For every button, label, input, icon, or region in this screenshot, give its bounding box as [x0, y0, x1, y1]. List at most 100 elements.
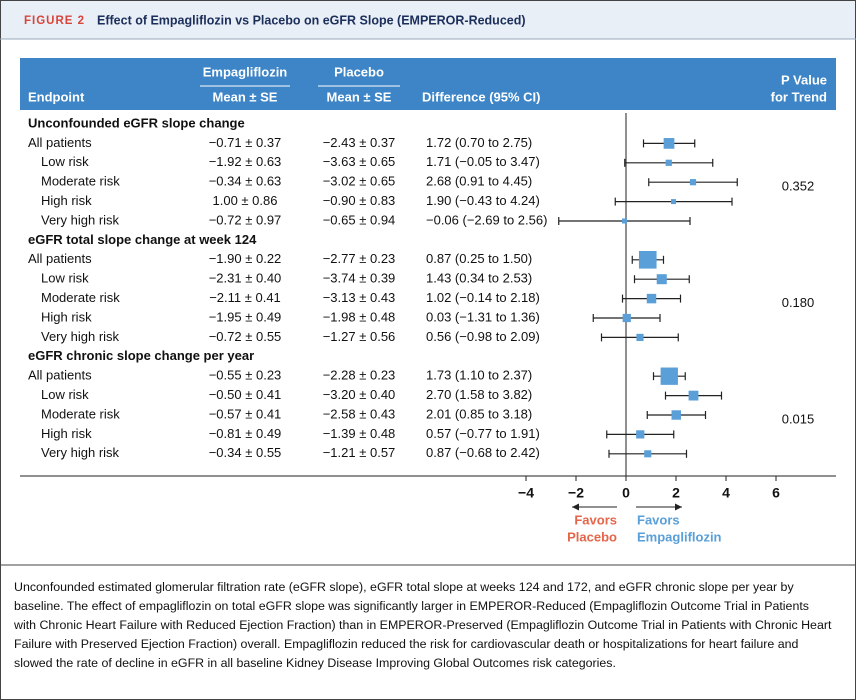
placebo-cell: −0.90 ± 0.83 [323, 193, 396, 208]
empagliflozin-cell: −0.55 ± 0.23 [209, 368, 282, 383]
difference-cell: 2.70 (1.58 to 3.82) [426, 387, 532, 402]
row-label: Very high risk [41, 329, 120, 344]
estimate-box [622, 218, 627, 224]
chart: FIGURE 2 Effect of Empagliflozin vs Plac… [0, 1, 856, 566]
x-tick-label: −4 [518, 485, 534, 501]
difference-cell: 1.71 (−0.05 to 3.47) [426, 154, 540, 169]
estimate-box [622, 313, 631, 323]
difference-cell: 1.73 (1.10 to 2.37) [426, 368, 532, 383]
empagliflozin-cell: −1.95 ± 0.49 [209, 309, 282, 324]
difference-cell: 2.68 (0.91 to 4.45) [426, 174, 532, 189]
row-label: High risk [41, 309, 92, 324]
difference-cell: 0.03 (−1.31 to 1.36) [426, 309, 540, 324]
row-label: Moderate risk [41, 290, 120, 305]
estimate-box [671, 199, 676, 205]
difference-cell: 1.72 (0.70 to 2.75) [426, 135, 532, 150]
difference-cell: 1.43 (0.34 to 2.53) [426, 271, 532, 286]
difference-cell: −0.06 (−2.69 to 2.56) [426, 212, 547, 227]
p-value: 0.015 [782, 411, 815, 426]
difference-cell: 0.87 (−0.68 to 2.42) [426, 445, 540, 460]
arrowhead-right [675, 503, 682, 511]
empagliflozin-cell: −0.72 ± 0.55 [209, 329, 282, 344]
estimate-box [656, 274, 667, 285]
empagliflozin-cell: −1.90 ± 0.22 [209, 251, 282, 266]
favors-right: Empagliflozin [637, 529, 722, 544]
caption: Unconfounded estimated glomerular filtra… [14, 580, 832, 670]
row-label: Very high risk [41, 212, 120, 227]
estimate-box [688, 390, 699, 401]
empagliflozin-cell: −0.71 ± 0.37 [209, 135, 282, 150]
empagliflozin-cell: −0.50 ± 0.41 [209, 387, 282, 402]
estimate-box [665, 159, 672, 166]
empagliflozin-cell: −0.81 ± 0.49 [209, 426, 282, 441]
empagliflozin-cell: −0.72 ± 0.97 [209, 212, 282, 227]
header-empagliflozin: Empagliflozin [203, 64, 288, 79]
row-label: High risk [41, 193, 92, 208]
estimate-box [636, 333, 644, 341]
p-value: 0.352 [782, 179, 815, 194]
difference-cell: 1.02 (−0.14 to 2.18) [426, 290, 540, 305]
row-label: Moderate risk [41, 174, 120, 189]
placebo-cell: −3.74 ± 0.39 [323, 271, 396, 286]
x-tick-label: 6 [772, 485, 780, 501]
row-label: Low risk [41, 271, 89, 286]
header-p-value-sub: for Trend [771, 89, 827, 104]
figure-title: Effect of Empagliflozin vs Placebo on eG… [97, 13, 526, 27]
estimate-box [663, 138, 675, 149]
row-label: All patients [28, 251, 92, 266]
header-difference: Difference (95% CI) [422, 89, 540, 104]
arrowhead-left [572, 503, 579, 511]
x-tick-label: 0 [622, 485, 630, 501]
favors-left: Placebo [567, 529, 617, 544]
placebo-cell: −0.65 ± 0.94 [323, 212, 396, 227]
difference-cell: 0.57 (−0.77 to 1.91) [426, 426, 540, 441]
favors-left: Favors [574, 512, 617, 527]
row-label: High risk [41, 426, 92, 441]
estimate-box [646, 293, 657, 304]
placebo-cell: −2.77 ± 0.23 [323, 251, 396, 266]
figure-label: FIGURE 2 [24, 15, 85, 27]
estimate-box [636, 430, 645, 439]
header-placebo: Placebo [334, 64, 384, 79]
favors-right: Favors [637, 512, 680, 527]
difference-cell: 0.87 (0.25 to 1.50) [426, 251, 532, 266]
empagliflozin-cell: −0.34 ± 0.63 [209, 174, 282, 189]
row-label: All patients [28, 368, 92, 383]
difference-cell: 1.90 (−0.43 to 4.24) [426, 193, 540, 208]
header-p-value: P Value [781, 72, 827, 87]
row-label: All patients [28, 135, 92, 150]
placebo-cell: −1.98 ± 0.48 [323, 309, 396, 324]
placebo-cell: −3.20 ± 0.40 [323, 387, 396, 402]
x-tick-label: 4 [722, 485, 730, 501]
header-placebo-sub: Mean ± SE [327, 89, 392, 104]
header-endpoint: Endpoint [28, 89, 85, 104]
empagliflozin-cell: −2.11 ± 0.41 [209, 290, 281, 305]
placebo-cell: −1.39 ± 0.48 [323, 426, 396, 441]
difference-cell: 0.56 (−0.98 to 2.09) [426, 329, 540, 344]
group-heading: eGFR total slope change at week 124 [28, 232, 257, 247]
empagliflozin-cell: −0.57 ± 0.41 [209, 406, 282, 421]
placebo-cell: −3.13 ± 0.43 [323, 290, 396, 305]
row-label: Moderate risk [41, 406, 120, 421]
empagliflozin-cell: −0.34 ± 0.55 [209, 445, 282, 460]
placebo-cell: −3.63 ± 0.65 [323, 154, 396, 169]
estimate-box [671, 410, 681, 420]
estimate-box [638, 251, 657, 269]
empagliflozin-cell: −1.92 ± 0.63 [209, 154, 282, 169]
row-label: Very high risk [41, 445, 120, 460]
header-empagliflozin-sub: Mean ± SE [213, 89, 278, 104]
group-heading: eGFR chronic slope change per year [28, 348, 254, 363]
title-bar [1, 1, 855, 39]
estimate-box [660, 367, 678, 385]
row-label: Low risk [41, 154, 89, 169]
placebo-cell: −2.43 ± 0.37 [323, 135, 396, 150]
row-label: Low risk [41, 387, 89, 402]
placebo-cell: −2.58 ± 0.43 [323, 406, 396, 421]
group-heading: Unconfounded eGFR slope change [28, 115, 245, 130]
x-tick-label: 2 [672, 485, 680, 501]
estimate-box [644, 450, 652, 458]
empagliflozin-cell: −2.31 ± 0.40 [209, 271, 282, 286]
empagliflozin-cell: 1.00 ± 0.86 [213, 193, 278, 208]
placebo-cell: −1.27 ± 0.56 [323, 329, 396, 344]
placebo-cell: −3.02 ± 0.65 [323, 174, 396, 189]
